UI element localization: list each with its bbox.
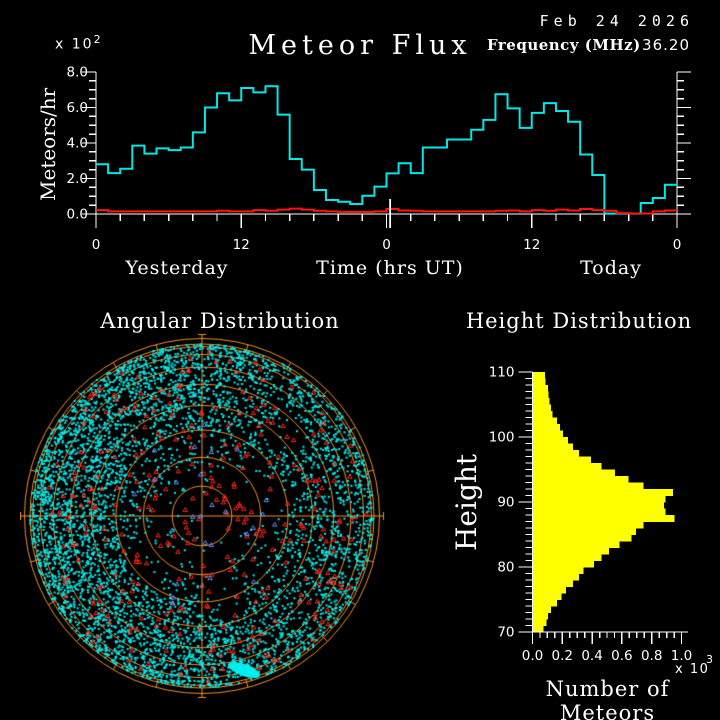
height-bar [533,424,560,431]
height-x-tick-label: 0.8 [641,648,662,664]
flux-chart-plot: 0.0 2.0 4.0 6.0 8.0 0 12 0 12 0 [67,65,691,254]
height-y-tick-label: 70 [497,625,514,641]
height-bar [533,612,548,620]
height-bar [533,619,547,626]
height-bar [533,625,544,633]
height-bar [533,541,620,548]
height-bars [533,372,675,633]
height-bar [533,580,574,587]
height-bar [533,534,632,542]
height-bar [533,606,551,613]
height-bar [533,593,562,600]
height-bar [533,398,550,405]
height-x-tick-label: 0.2 [552,648,573,664]
flux-tick-labels: 0.0 2.0 4.0 6.0 8.0 0 12 0 12 0 [67,65,682,254]
date-readout: Feb 24 2026 [539,12,694,30]
frequency-label: Frequency (MHz) [487,36,641,54]
height-x-scale-exponent: 3 [706,653,713,666]
height-bar [533,417,557,425]
height-bar [533,508,666,516]
flux-y-tick-label: 0.0 [67,207,88,223]
height-bar [533,528,636,535]
height-bar [533,482,644,490]
flux-y-scale-base: x 10 [55,36,94,53]
flux-series-flux [96,85,677,215]
flux-y-scale-label: x 102 [55,33,103,53]
flux-y-scale-exponent: 2 [93,33,103,46]
height-bar [533,437,569,444]
height-y-tick-label: 80 [497,560,514,576]
height-bar [533,554,602,561]
height-x-tick-label: 0.0 [522,648,543,664]
flux-x-tick-label: 0 [92,237,101,253]
height-tick-labels: 70 80 90 100 110 0.0 0.2 0.4 0.6 0.8 1.0 [489,365,693,665]
height-bar [533,547,609,555]
height-x-axis-label: Number of Meteors [545,677,670,720]
height-bar [533,372,545,379]
height-bar [533,456,592,464]
height-bar [533,567,584,574]
flux-y-tick-label: 2.0 [67,171,88,187]
flux-x-tick-label: 0 [673,237,682,253]
height-x-tick-label: 1.0 [671,648,692,664]
height-bar [533,502,665,509]
height-bar [533,430,563,438]
height-y-tick-label: 110 [489,365,515,381]
height-bar [533,469,615,477]
height-distribution-plot: 70 80 90 100 110 0.0 0.2 0.4 0.6 0.8 1.0x 103 [489,365,713,678]
height-x-tick-label: 0.4 [581,648,602,664]
flux-x-axis-label: Time (hrs UT) [316,257,464,279]
height-axes [518,371,688,644]
height-bar [533,463,602,470]
flux-x-tick-label: 12 [523,237,540,253]
height-bar [533,599,557,607]
height-bar [533,450,580,457]
flux-series-secondary [96,207,677,215]
height-distribution-title: Height Distribution [465,309,693,333]
height-bar [533,515,675,522]
flux-y-tick-label: 6.0 [67,100,88,116]
flux-x-tick-label: 12 [233,237,250,253]
x-section-yesterday: Yesterday [125,257,229,279]
angular-distribution-title: Angular Distribution [100,309,340,333]
height-bar [533,586,566,594]
height-bar [533,385,548,392]
height-bar [533,573,580,581]
height-bar [533,560,595,568]
height-x-scale-label: x 10 [675,662,709,677]
height-x-tick-label: 0.6 [611,648,632,664]
flux-y-tick-label: 8.0 [67,65,88,81]
flux-axes [82,71,691,228]
height-bar [533,476,629,483]
flux-y-tick-label: 4.0 [67,136,88,152]
height-y-tick-label: 100 [489,430,515,446]
angular-distribution-plot [20,332,388,700]
height-bar [533,495,666,503]
height-bar [533,378,546,386]
flux-chart-title: Meteor Flux [248,30,472,61]
height-bar [533,391,549,399]
flux-x-tick-label: 0 [382,237,391,253]
height-bar [533,404,551,412]
x-section-today: Today [580,257,642,279]
height-bar [533,489,674,496]
height-bar [533,443,574,451]
frequency-value: 36.20 [642,36,690,54]
height-bar [533,521,644,529]
height-bar [533,411,553,418]
height-y-tick-label: 90 [497,495,514,511]
